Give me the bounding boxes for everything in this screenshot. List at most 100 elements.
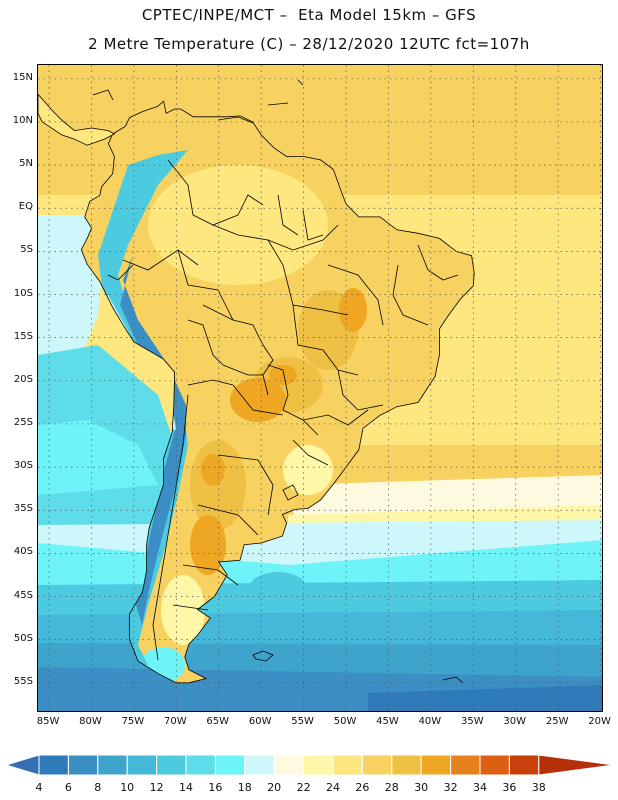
colorbar-label: 38	[531, 781, 546, 794]
border-chile-argentina	[152, 394, 189, 661]
border-bolivia-paraguay	[222, 364, 269, 396]
falkland-islands	[252, 650, 274, 662]
border-uruguay	[292, 439, 329, 466]
border-guyana-suriname	[277, 194, 299, 236]
lat-label: 35S	[13, 503, 33, 515]
border-argentina-provinces-3	[182, 564, 239, 586]
temperature-map	[37, 64, 603, 712]
ocean-falklands-current	[248, 572, 308, 608]
border-paraguay-argentina	[232, 384, 284, 416]
colorbar-label: 12	[149, 781, 164, 794]
lon-label: 30W	[503, 716, 527, 727]
border-brazil-states-3	[292, 304, 359, 376]
lat-label: EQ	[18, 201, 33, 213]
colorbar-segment	[67, 754, 99, 776]
border-ecuador-peru	[107, 264, 134, 281]
land-hot-pampas	[190, 515, 226, 575]
lat-label: 5N	[19, 158, 33, 170]
land-mild-south-brazil	[283, 445, 333, 495]
border-brazil-states-7	[417, 244, 459, 281]
land-andes-ridge	[98, 150, 188, 665]
coastline	[80, 100, 475, 684]
border-colombia-venezuela	[167, 159, 239, 226]
colorbar-label: 6	[64, 781, 72, 794]
lat-label: 15S	[13, 330, 33, 342]
lon-label: 65W	[206, 716, 230, 727]
land-hot-pantanal	[269, 365, 297, 385]
colorbar-label: 10	[120, 781, 135, 794]
colorbar-segment	[479, 754, 510, 776]
border-bolivia-brazil	[202, 304, 274, 376]
lat-label: 30S	[13, 460, 33, 472]
lon-label: 55W	[291, 716, 314, 727]
land-andes-core	[120, 255, 186, 625]
lon-label: 60W	[248, 716, 272, 727]
land-mild-amazon	[148, 165, 328, 285]
lat-label: 55S	[13, 675, 33, 687]
title-line-2: 2 Metre Temperature (C) – 28/12/2020 12U…	[88, 35, 530, 53]
colorbar-label: 36	[502, 781, 517, 794]
temperature-colorbar	[4, 754, 615, 776]
land-hot-cuyo	[201, 454, 225, 486]
colorbar-label: 22	[296, 781, 311, 794]
colorbar-segment	[303, 754, 334, 776]
colorbar-segment	[420, 754, 452, 776]
border-brazil-states-6	[392, 264, 429, 326]
land-hot-chaco	[230, 378, 286, 422]
lat-label: 10N	[12, 114, 33, 126]
country-borders	[80, 100, 475, 684]
lat-label: 15N	[12, 71, 33, 83]
lat-label: 10S	[13, 287, 33, 299]
title-line-1: CPTEC/INPE/MCT – Eta Model 15km – GFS	[141, 6, 477, 24]
central-america-land	[38, 93, 116, 146]
lat-label: 25S	[13, 416, 33, 428]
lon-label: 35W	[461, 716, 484, 727]
colorbar-label: 8	[94, 781, 102, 794]
border-argentina-provinces	[217, 454, 274, 516]
land-mild-patagonia	[161, 575, 205, 645]
colorbar-label: 28	[384, 781, 399, 794]
colorbar-segment	[97, 754, 128, 776]
lon-label: 70W	[164, 716, 187, 727]
colorbar-label: 24	[326, 781, 340, 794]
colorbar-label: 20	[267, 781, 282, 794]
land-hot-bahia	[339, 288, 367, 332]
border-argentina-provinces-4	[172, 604, 209, 611]
lon-label: 75W	[121, 716, 145, 727]
colorbar-segment	[38, 754, 69, 776]
colorbar-label: 32	[443, 781, 458, 794]
land-hot-argentina	[190, 440, 246, 530]
colorbar-label: 14	[179, 781, 193, 794]
graticule	[38, 65, 602, 711]
border-brazil-states-4	[337, 369, 384, 411]
border-bolivia-argentina	[187, 379, 234, 386]
colorbar-segment	[361, 754, 393, 776]
border-suriname-fguiana	[302, 209, 324, 241]
colorbar-label: 34	[473, 781, 487, 794]
lat-label: 5S	[20, 244, 33, 256]
colorbar-segment	[538, 754, 615, 776]
border-paraguay-brazil	[267, 364, 289, 411]
colorbar-segment	[332, 754, 363, 776]
colorbar-label: 26	[355, 781, 370, 794]
colorbar-segment	[156, 754, 187, 776]
lat-label: 45S	[13, 589, 33, 601]
islands	[38, 79, 464, 684]
colorbar-label: 4	[35, 781, 43, 794]
border-peru-brazil	[177, 249, 234, 321]
border-peru-bolivia	[187, 319, 224, 366]
colorbar-segment	[214, 754, 246, 776]
colorbar-segment	[450, 754, 481, 776]
lat-label: 50S	[13, 632, 33, 644]
colorbar-segment	[244, 754, 275, 776]
caribbean-islands	[92, 79, 304, 124]
ocean-band-pacific-warm-tongue	[38, 420, 158, 495]
colorbar-segment	[185, 754, 216, 776]
border-brazil-states-5	[302, 409, 369, 426]
lon-label: 85W	[36, 716, 60, 727]
lat-label: 20S	[13, 373, 33, 385]
colorbar-segment	[4, 754, 40, 776]
colorbar-label: 16	[208, 781, 223, 794]
border-colombia-peru	[122, 249, 199, 271]
colorbar-segment	[508, 754, 540, 776]
